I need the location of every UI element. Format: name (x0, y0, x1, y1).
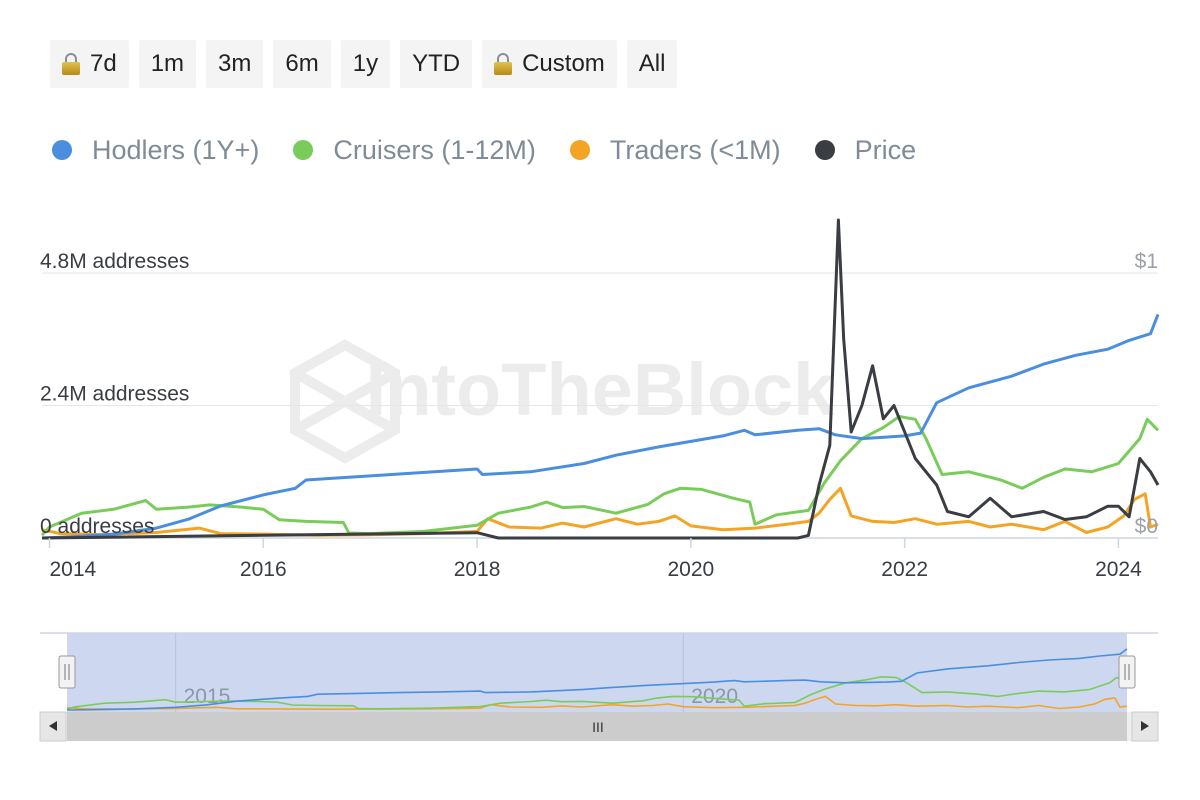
range-button-1m[interactable]: 1m (138, 40, 197, 88)
range-button-label: 3m (218, 50, 252, 77)
watermark: IntoTheBlock (366, 348, 836, 431)
y-left-tick-label: 0 addresses (40, 515, 154, 538)
navigator-series-line (66, 695, 1128, 711)
lock-icon (62, 53, 80, 75)
navigator-right-handle[interactable] (1118, 655, 1136, 689)
legend-item[interactable]: Traders (<1M) (569, 134, 781, 166)
legend-label: Cruisers (1-12M) (333, 134, 536, 165)
y-left-tick-label: 2.4M addresses (40, 383, 189, 406)
x-tick-label: 2014 (49, 558, 96, 581)
range-button-label: All (638, 50, 666, 77)
y-left-tick-label: 4.8M addresses (40, 250, 189, 273)
x-tick-label: 2018 (454, 558, 501, 581)
watermark-logo-icon (290, 339, 400, 464)
legend-dot-icon (814, 140, 835, 160)
range-button-6m[interactable]: 6m (273, 40, 331, 88)
range-button-7d[interactable]: 7d (50, 40, 129, 88)
range-button-custom[interactable]: Custom (482, 40, 617, 88)
navigator-selection[interactable] (67, 633, 1127, 712)
range-button-label: 7d (90, 50, 117, 77)
range-button-3m[interactable]: 3m (206, 40, 264, 88)
scrollbar-thumb[interactable] (67, 712, 1127, 741)
arrow-right-icon (1141, 721, 1149, 731)
navigator-left-handle[interactable] (58, 655, 76, 689)
navigator-series-line (66, 648, 1128, 711)
arrow-left-icon (49, 721, 57, 731)
range-button-ytd[interactable]: YTD (400, 40, 473, 88)
scroll-right-button[interactable] (1131, 711, 1159, 742)
range-button-label: 6m (285, 50, 319, 77)
x-tick-label: 2020 (668, 558, 715, 581)
legend-item[interactable]: Price (814, 134, 917, 166)
legend: Hodlers (1Y+) Cruisers (1-12M) Traders (<1… (52, 128, 916, 172)
range-selector: 7d 1m 3m 6m 1y YTD Custom All (50, 40, 678, 88)
legend-item[interactable]: Cruisers (1-12M) (293, 135, 536, 166)
legend-label: Traders (<1M) (609, 134, 781, 165)
legend-label: Hodlers (1Y+) (92, 134, 260, 165)
scrollbar-grip-icon: III (592, 719, 604, 735)
range-button-label: YTD (412, 50, 461, 77)
legend-label: Price (854, 134, 917, 165)
legend-dot-icon (52, 140, 72, 160)
x-tick-label: 2016 (240, 558, 287, 581)
scroll-left-button[interactable] (39, 711, 67, 742)
range-button-label: Custom (522, 50, 605, 77)
series-line (40, 415, 1160, 537)
y-right-tick-label: $0 (1135, 515, 1158, 538)
x-tick-label: 2024 (1095, 558, 1142, 581)
x-tick-label: 2022 (881, 558, 928, 581)
legend-dot-icon (293, 140, 314, 160)
y-right-tick-label: $1 (1135, 250, 1158, 273)
range-button-label: 1y (352, 50, 379, 77)
navigator-tick-label: 2020 (691, 685, 738, 708)
series-line (41, 313, 1160, 540)
legend-item[interactable]: Hodlers (1Y+) (52, 135, 259, 166)
lock-icon (494, 53, 513, 75)
navigator-series-line (66, 675, 1128, 710)
range-button-label: 1m (150, 50, 185, 77)
range-button-all[interactable]: All (626, 40, 678, 88)
range-button-1y[interactable]: 1y (340, 40, 391, 88)
series-line (41, 218, 1160, 540)
legend-dot-icon (569, 140, 590, 160)
